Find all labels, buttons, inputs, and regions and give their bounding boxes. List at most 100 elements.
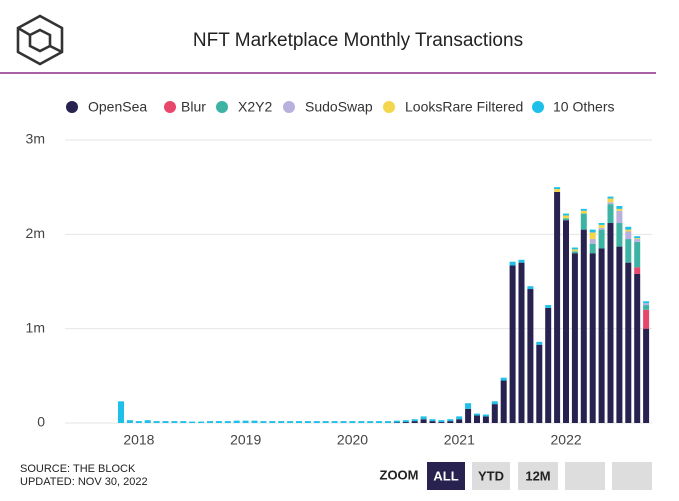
bar-segment: [482, 414, 489, 417]
legend-label: LooksRare Filtered: [405, 99, 523, 115]
bar-segment: [598, 229, 605, 249]
bar-segment: [465, 403, 472, 409]
bar-segment: [589, 239, 596, 244]
bar-segment: [634, 236, 641, 239]
zoom-button-label[interactable]: YTD: [478, 468, 504, 483]
bar-segment: [349, 421, 356, 423]
bar-segment: [634, 267, 641, 274]
bar-segment: [491, 404, 498, 423]
zoom-label: ZOOM: [380, 467, 419, 482]
bar-segment: [500, 377, 507, 381]
bar-segment: [589, 232, 596, 240]
bar-segment: [563, 220, 569, 423]
x-tick-label: 2019: [230, 432, 261, 448]
bar-segment: [153, 421, 160, 423]
bar-segment: [563, 218, 569, 221]
bar-segment: [563, 215, 569, 219]
bar-segment: [598, 224, 605, 228]
bar-segment: [625, 231, 632, 240]
bar-segment: [456, 416, 463, 420]
bar-segment: [144, 420, 151, 423]
bar-segment: [482, 416, 489, 423]
bar-segment: [162, 421, 169, 423]
bar-segment: [215, 421, 222, 423]
bar-segment: [625, 229, 632, 232]
bar-segment: [518, 259, 525, 263]
bar-segment: [545, 307, 552, 423]
zoom-button-label[interactable]: ALL: [433, 468, 458, 483]
bar-segment: [509, 265, 516, 423]
bar-segment: [634, 238, 641, 240]
bar-segment: [580, 213, 587, 230]
bar-segment: [580, 208, 587, 211]
bar-segment: [313, 421, 320, 423]
source: SOURCE: THE BLOCK: [20, 463, 136, 475]
bar-segment: [402, 422, 409, 423]
bar-segment: [598, 227, 605, 230]
zoom-button[interactable]: [518, 462, 558, 490]
bar-segment: [607, 204, 614, 224]
bar-segment: [278, 421, 285, 423]
legend-swatch: [216, 101, 228, 113]
bar-segment: [616, 210, 623, 224]
bar-segment: [233, 420, 240, 423]
bar-segment: [589, 253, 596, 423]
bar-segment: [598, 223, 605, 225]
x-tick-label: 2018: [123, 432, 154, 448]
bar-segment: [634, 239, 641, 242]
bar-segment: [571, 251, 578, 254]
logo: [16, 14, 64, 66]
chart-title: NFT Marketplace Monthly Transactions: [193, 30, 523, 51]
bar-segment: [616, 223, 623, 247]
zoom-blank[interactable]: [565, 462, 605, 490]
bar-segment: [491, 401, 498, 405]
bar-segment: [589, 229, 596, 233]
bar-segment: [527, 289, 534, 423]
bars: [118, 187, 650, 423]
bar-segment: [304, 421, 311, 423]
bar-segment: [340, 421, 347, 423]
bar-segment: [536, 341, 543, 345]
x-tick-label: 2021: [444, 432, 475, 448]
x-tick-label: 2022: [551, 432, 582, 448]
bar-segment: [616, 208, 623, 211]
bar-segment: [554, 189, 561, 192]
zoom-button[interactable]: [472, 462, 510, 490]
bar-segment: [598, 248, 605, 423]
bar-segment: [126, 420, 133, 423]
bar-segment: [367, 421, 374, 423]
bar-segment: [429, 421, 436, 423]
bar-segment: [411, 419, 418, 422]
y-tick-label: 0: [37, 414, 45, 430]
bar-segment: [447, 421, 454, 423]
bar-segment: [509, 261, 516, 266]
bar-segment: [616, 246, 623, 423]
bar-segment: [118, 401, 124, 423]
legend-label: X2Y2: [238, 99, 272, 115]
bar-segment: [331, 421, 338, 423]
bar-segment: [251, 420, 258, 423]
bar-segment: [554, 191, 561, 423]
zoom-button-label[interactable]: 12M: [525, 468, 550, 483]
bar-segment: [474, 413, 480, 416]
zoom-buttons: ALL YTD 12M: [427, 462, 558, 490]
bar-segment: [438, 422, 445, 423]
legend: OpenSea Blur X2Y2 SudoSwap LooksRare Filtere…: [66, 99, 614, 115]
legend-label: 10 Others: [553, 99, 614, 115]
bar-segment: [358, 421, 365, 423]
bar-segment: [643, 301, 650, 304]
bar-segment: [385, 421, 391, 423]
zoom-blank[interactable]: [612, 462, 652, 490]
legend-label: Blur: [181, 99, 206, 115]
bar-segment: [420, 419, 427, 423]
y-tick-label: 3m: [26, 131, 45, 147]
bar-segment: [616, 206, 623, 209]
x-tick-label: 2020: [337, 432, 368, 448]
bar-segment: [518, 262, 525, 423]
bar-segment: [180, 421, 187, 423]
bar-segment: [135, 421, 142, 423]
bar-segment: [571, 253, 578, 423]
bar-segment: [589, 243, 596, 254]
bar-segment: [625, 226, 632, 230]
zoom-button[interactable]: [427, 462, 465, 490]
